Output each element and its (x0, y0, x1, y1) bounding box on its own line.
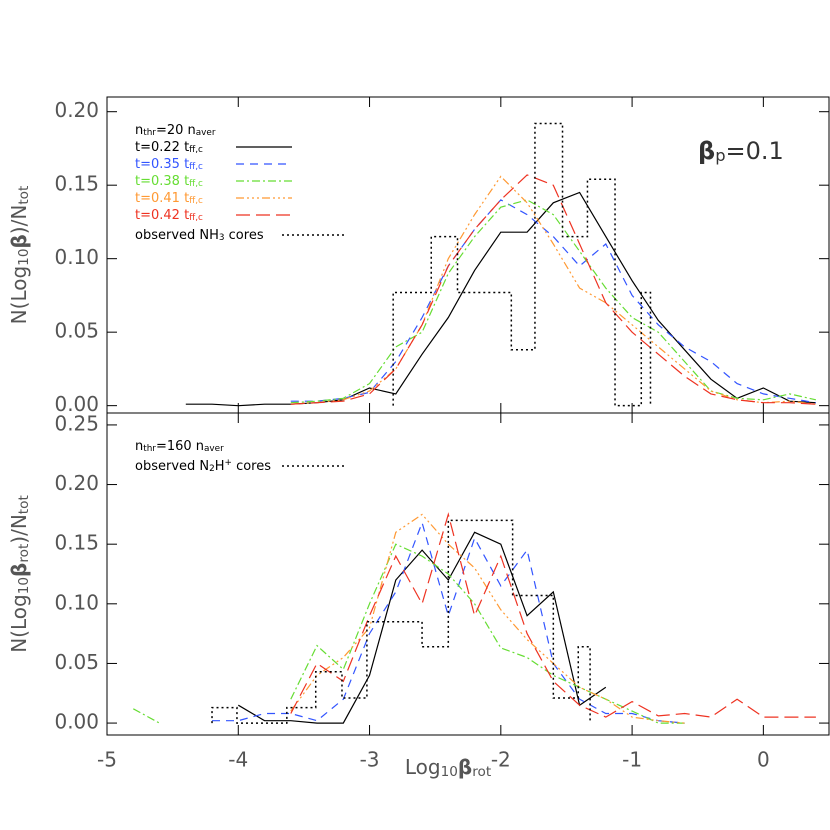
text-part: t=0.22 t (135, 140, 189, 155)
y-tick-label: 0.15 (54, 531, 99, 555)
text-part: N(Log (7, 266, 31, 325)
y-tick-label: 0.20 (54, 98, 99, 122)
y-axis-label: N(Log10βrot)/Ntot (7, 495, 33, 653)
x-tick-label: -2 (491, 748, 511, 772)
text-part: observed N (135, 459, 209, 474)
text-part: tot (16, 186, 32, 205)
series-line (133, 543, 685, 724)
text-part: t=0.38 t (135, 174, 189, 189)
text-part: )/N (7, 205, 31, 235)
text-part: ff,c (189, 145, 203, 155)
series-line (185, 191, 816, 407)
observed-histogram (211, 519, 591, 724)
y-tick-label: 0.10 (54, 245, 99, 269)
y-tick-label: 0.00 (54, 710, 99, 734)
text-part: 10 (16, 249, 32, 266)
legend-label: t=0.38 tff,c (135, 174, 203, 190)
series-line (290, 174, 816, 405)
text-part: aver (204, 444, 224, 454)
text-part: Log (405, 755, 441, 779)
y-tick-label: 0.20 (54, 471, 99, 495)
text-part: t=0.35 t (135, 157, 189, 172)
legend-title: nthr=20 naver (135, 123, 216, 139)
y-tick-label: 0.05 (54, 650, 99, 674)
text-part: n (135, 439, 143, 454)
text-part: 10 (441, 764, 458, 780)
text-part: =160 n (156, 439, 204, 454)
text-part: aver (196, 128, 216, 138)
text-part: =20 n (156, 123, 196, 138)
text-part: =0.1 (726, 137, 784, 165)
text-part: thr (143, 128, 156, 138)
legend-label: observed N2H+ cores (135, 458, 271, 474)
text-part: t=0.42 t (135, 208, 189, 223)
text-part: N(Log (7, 594, 31, 653)
text-part: ff,c (189, 196, 203, 206)
plot-frame (106, 412, 830, 736)
x-tick-label: -4 (228, 748, 248, 772)
text-part: cores (232, 459, 271, 474)
series-line (290, 199, 817, 404)
y-tick-label: 0.15 (54, 172, 99, 196)
text-part: ff,c (189, 179, 203, 189)
text-part: ff,c (189, 213, 203, 223)
y-tick-label: 0.00 (54, 392, 99, 416)
text-part: β (458, 755, 472, 779)
text-part: observed NH (135, 228, 219, 243)
text-part: p (715, 146, 725, 165)
y-tick-label: 0.05 (54, 319, 99, 343)
series-line (290, 513, 685, 724)
text-part: 3 (219, 233, 225, 243)
legend-label: t=0.42 tff,c (135, 208, 203, 224)
text-part: n (135, 123, 143, 138)
legend-label: t=0.41 tff,c (135, 191, 203, 207)
y-tick-label: 0.10 (54, 590, 99, 614)
text-part: thr (143, 444, 156, 454)
legend-label: t=0.35 tff,c (135, 157, 203, 173)
y-tick-label: 0.25 (54, 411, 99, 435)
text-part: β (7, 234, 31, 248)
text-part: β (698, 137, 715, 165)
series-line (212, 520, 685, 724)
series-line (290, 512, 816, 718)
legend-title: nthr=160 naver (135, 439, 224, 455)
x-tick-label: 0 (757, 748, 770, 772)
x-tick-label: -3 (360, 748, 380, 772)
x-tick-label: -5 (97, 748, 117, 772)
legend-label: observed NH3 cores (135, 228, 264, 244)
series-line (290, 199, 816, 404)
y-axis-label: N(Log10β)/Ntot (7, 186, 33, 325)
text-part: rot (16, 544, 32, 563)
text-part: β (7, 563, 31, 577)
text-part: cores (225, 228, 264, 243)
text-part: ff,c (189, 162, 203, 172)
text-part: H (215, 459, 225, 474)
x-tick-label: -1 (622, 748, 642, 772)
series-line (237, 531, 607, 724)
text-part: 2 (209, 464, 215, 474)
text-part: + (225, 458, 232, 468)
text-part: tot (16, 495, 32, 514)
plot-frame (106, 96, 830, 414)
annotation: βp=0.1 (698, 137, 784, 165)
text-part: t=0.41 t (135, 191, 189, 206)
observed-histogram (392, 122, 652, 407)
x-axis-label: Log10βrot (405, 755, 491, 781)
legend-label: t=0.22 tff,c (135, 140, 203, 156)
text-part: )/N (7, 514, 31, 544)
text-part: rot (472, 764, 491, 780)
text-part: 10 (16, 577, 32, 594)
series-line (290, 175, 816, 405)
